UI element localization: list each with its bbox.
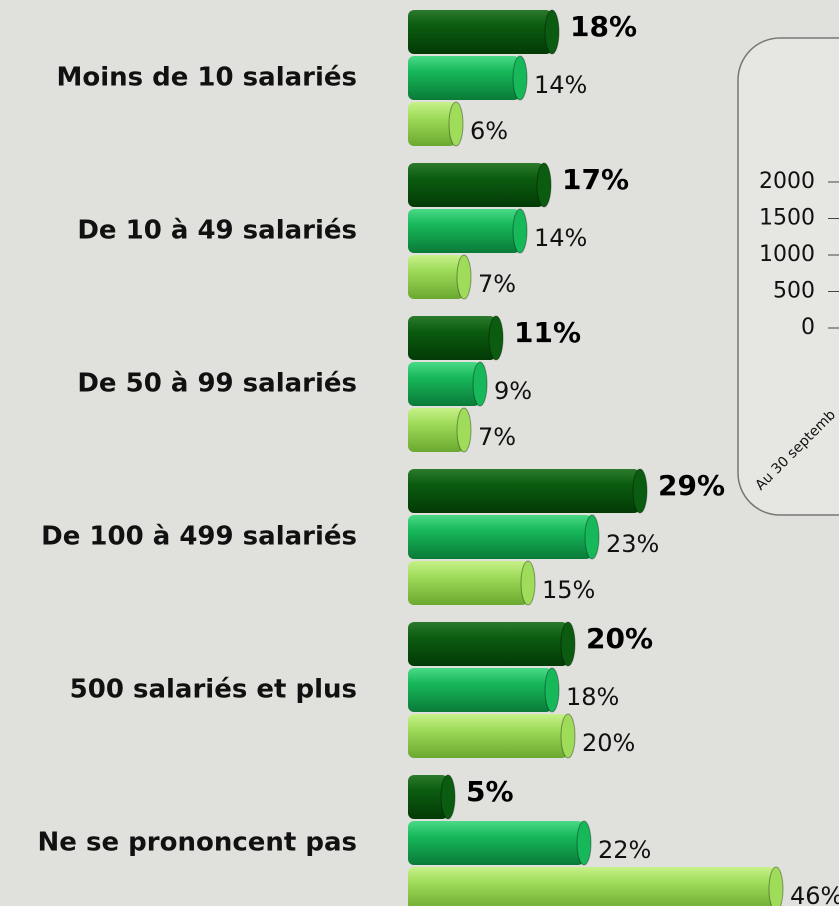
bar xyxy=(408,255,464,299)
bar-cap xyxy=(520,560,536,606)
value-label: 22% xyxy=(598,836,651,864)
bar-cap xyxy=(456,407,472,453)
bar-cap xyxy=(456,254,472,300)
bar-cap xyxy=(512,208,528,254)
bar xyxy=(408,362,480,406)
bar xyxy=(408,102,456,146)
value-label: 17% xyxy=(562,163,629,196)
value-label: 14% xyxy=(534,224,587,252)
bar xyxy=(408,469,640,513)
category-label: Ne se prononcent pas xyxy=(38,828,357,858)
value-label: 29% xyxy=(658,469,725,502)
bar xyxy=(408,668,552,712)
bar-cap xyxy=(440,774,456,820)
bar-cap xyxy=(512,55,528,101)
bar-cap xyxy=(632,468,648,514)
value-label: 20% xyxy=(582,729,635,757)
bar-cap xyxy=(768,866,784,906)
y-tick-label: 1500 xyxy=(759,206,815,231)
value-label: 11% xyxy=(514,316,581,349)
bar-cap xyxy=(560,713,576,759)
bar-cap xyxy=(560,621,576,667)
value-label: 20% xyxy=(586,622,653,655)
bar xyxy=(408,163,544,207)
y-tick-label: 500 xyxy=(773,279,815,304)
y-tick-label: 1000 xyxy=(759,242,815,267)
bar xyxy=(408,561,528,605)
value-label: 18% xyxy=(570,10,637,43)
y-tick-label: 0 xyxy=(801,315,815,340)
bar xyxy=(408,316,496,360)
bar xyxy=(408,821,584,865)
bar xyxy=(408,56,520,100)
bar-cap xyxy=(576,820,592,866)
bar xyxy=(408,622,568,666)
bar-cap xyxy=(544,9,560,55)
bar-cap xyxy=(584,514,600,560)
bar-cap xyxy=(544,667,560,713)
y-tick-label: 2000 xyxy=(759,169,815,194)
category-label: De 100 à 499 salariés xyxy=(41,522,357,552)
category-label: De 50 à 99 salariés xyxy=(77,369,357,399)
bar-cap xyxy=(488,315,504,361)
bar xyxy=(408,10,552,54)
value-label: 14% xyxy=(534,71,587,99)
value-label: 15% xyxy=(542,576,595,604)
value-label: 18% xyxy=(566,683,619,711)
category-label: Moins de 10 salariés xyxy=(56,63,357,93)
bar xyxy=(408,209,520,253)
value-label: 9% xyxy=(494,377,532,405)
category-label: 500 salariés et plus xyxy=(70,675,357,705)
value-label: 7% xyxy=(478,270,516,298)
bar xyxy=(408,775,448,819)
bar-cap xyxy=(448,101,464,147)
inset-panel xyxy=(737,37,839,516)
bar xyxy=(408,867,776,906)
value-label: 6% xyxy=(470,117,508,145)
bar-cap xyxy=(536,162,552,208)
bar-cap xyxy=(472,361,488,407)
value-label: 46% xyxy=(790,882,839,906)
bar xyxy=(408,714,568,758)
bar xyxy=(408,515,592,559)
category-label: De 10 à 49 salariés xyxy=(77,216,357,246)
value-label: 7% xyxy=(478,423,516,451)
bar xyxy=(408,408,464,452)
value-label: 23% xyxy=(606,530,659,558)
value-label: 5% xyxy=(466,775,514,808)
